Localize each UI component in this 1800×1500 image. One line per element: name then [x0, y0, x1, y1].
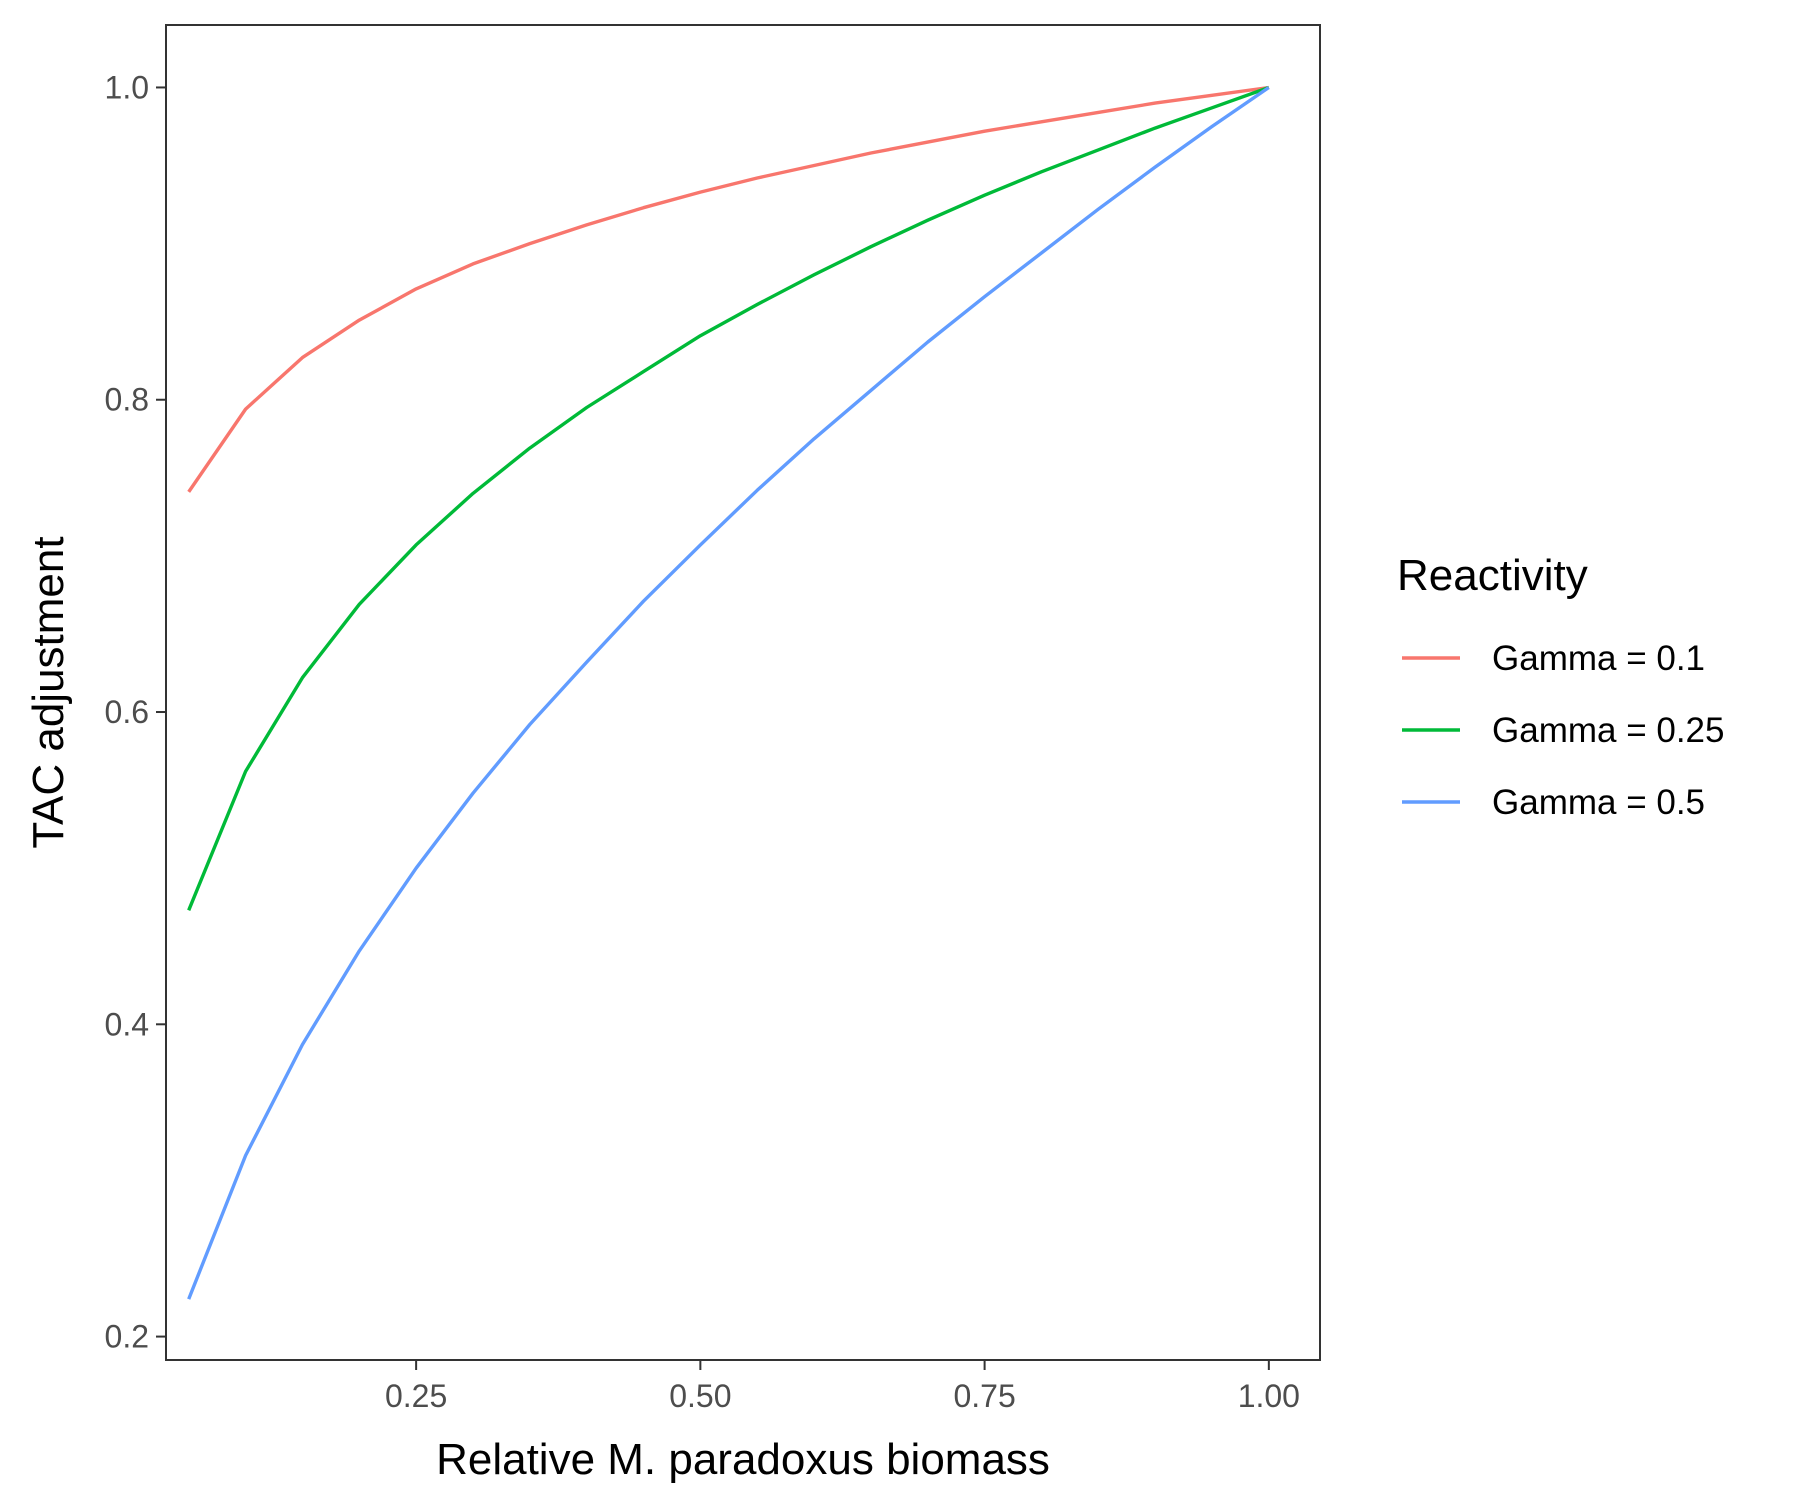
legend-label-3: Gamma = 0.5 — [1492, 783, 1705, 822]
series-line-3 — [187, 86, 1270, 1300]
legend-label-1: Gamma = 0.1 — [1492, 639, 1705, 678]
x-axis: 0.25 0.50 0.75 1.00 — [385, 1360, 1300, 1414]
y-tick-label: 1.0 — [105, 69, 149, 105]
x-tick-label: 0.75 — [953, 1378, 1015, 1414]
legend: Reactivity Gamma = 0.1 Gamma = 0.25 Gamma … — [1397, 551, 1724, 822]
x-axis-title: Relative M. paradoxus biomass — [436, 1435, 1050, 1484]
y-tick-label: 0.4 — [105, 1006, 149, 1042]
y-tick-label: 0.8 — [105, 382, 149, 418]
x-tick-label: 0.25 — [385, 1378, 447, 1414]
y-tick-label: 0.6 — [105, 694, 149, 730]
y-axis: 0.2 0.4 0.6 0.8 1.0 — [105, 69, 166, 1355]
y-tick-label: 0.2 — [105, 1319, 149, 1355]
legend-title: Reactivity — [1397, 551, 1588, 600]
series-layer — [187, 85, 1270, 1300]
series-line-2 — [187, 85, 1270, 911]
x-tick-label: 1.00 — [1238, 1378, 1300, 1414]
x-tick-label: 0.50 — [669, 1378, 731, 1414]
panel-border — [165, 24, 1321, 1361]
y-axis-title: TAC adjustment — [24, 536, 73, 848]
series-line-1 — [187, 85, 1270, 493]
legend-label-2: Gamma = 0.25 — [1492, 711, 1724, 750]
